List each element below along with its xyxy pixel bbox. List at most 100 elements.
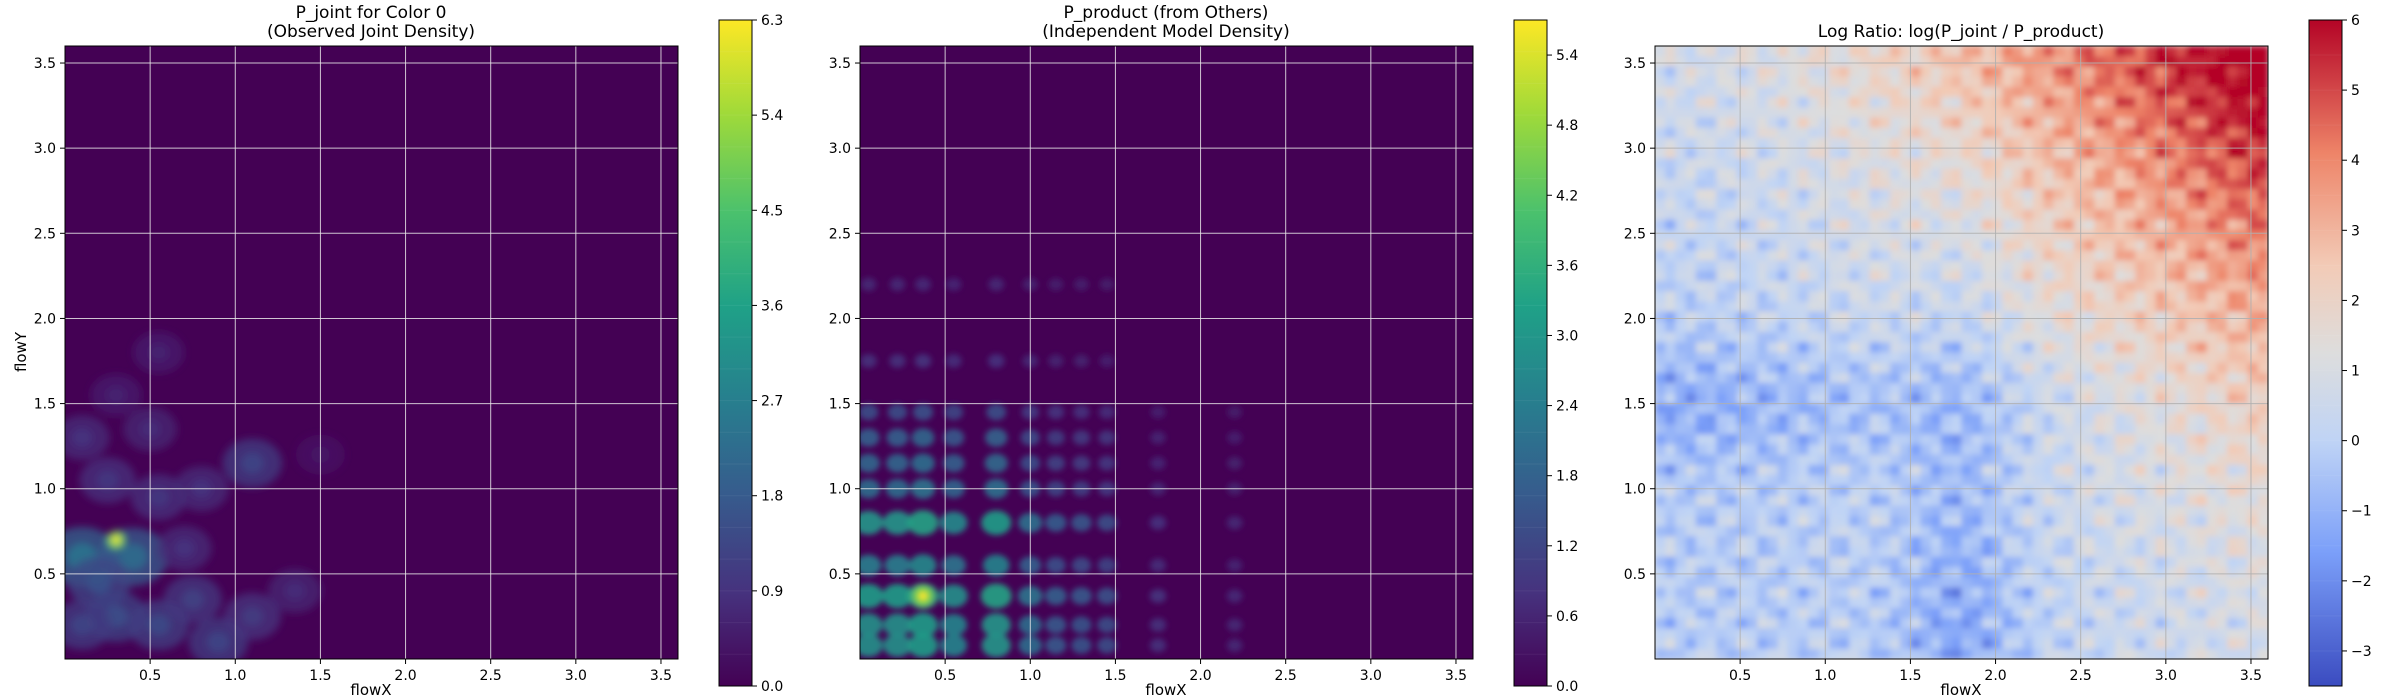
log-ratio-cell — [1951, 372, 1963, 384]
log-ratio-cell — [1695, 567, 1707, 578]
log-ratio-cell — [2114, 454, 2126, 466]
log-ratio-cell — [1992, 178, 2003, 190]
log-ratio-cell — [2084, 403, 2095, 415]
log-ratio-cell — [2165, 577, 2177, 589]
log-ratio-cell — [1992, 464, 2003, 476]
log-ratio-cell — [1981, 597, 1993, 609]
log-ratio-cell — [1665, 342, 1677, 354]
log-ratio-cell — [1838, 280, 1850, 292]
log-ratio-cell — [2155, 577, 2167, 589]
log-ratio-cell — [1787, 158, 1799, 170]
log-ratio-cell — [1655, 556, 1666, 568]
log-ratio-cell — [2247, 648, 2259, 659]
log-ratio-cell — [1808, 372, 1820, 384]
log-ratio-cell — [2084, 526, 2095, 537]
log-ratio-cell — [1849, 56, 1860, 68]
log-ratio-cell — [1655, 403, 1666, 415]
log-ratio-cell — [1808, 46, 1820, 57]
log-ratio-cell — [1787, 567, 1799, 578]
log-ratio-cell — [1859, 413, 1871, 425]
log-ratio-cell — [1767, 311, 1779, 323]
log-ratio-cell — [1695, 199, 1707, 211]
log-ratio-cell — [2002, 577, 2014, 589]
log-ratio-cell — [1869, 97, 1881, 108]
log-ratio-cell — [1726, 280, 1738, 292]
log-ratio-cell — [1992, 291, 2003, 303]
log-ratio-cell — [1695, 515, 1707, 527]
log-ratio-cell — [1951, 352, 1963, 364]
log-ratio-cell — [2155, 46, 2167, 57]
log-ratio-cell — [2257, 607, 2268, 619]
log-ratio-cell — [1828, 178, 1840, 190]
log-ratio-cell — [2227, 403, 2238, 415]
log-ratio-cell — [2206, 66, 2218, 78]
log-ratio-cell — [2043, 577, 2055, 589]
log-ratio-cell — [2043, 168, 2055, 180]
log-ratio-cell — [2012, 189, 2024, 200]
log-ratio-cell — [2022, 178, 2034, 190]
log-ratio-cell — [1798, 505, 1809, 517]
colorbar-frame — [1513, 19, 1548, 687]
log-ratio-cell — [2227, 485, 2238, 497]
log-ratio-cell — [1869, 638, 1881, 650]
log-ratio-cell — [1930, 148, 1942, 159]
log-ratio-cell — [2237, 454, 2249, 466]
log-ratio-cell — [2002, 66, 2014, 78]
log-ratio-cell — [2104, 454, 2116, 466]
log-ratio-cell — [1941, 209, 1952, 221]
log-ratio-cell — [1838, 515, 1850, 527]
log-ratio-cell — [2053, 117, 2065, 129]
log-ratio-cell — [2165, 515, 2177, 527]
log-ratio-cell — [1675, 536, 1687, 548]
log-ratio-cell — [1951, 393, 1963, 405]
log-ratio-cell — [1889, 485, 1901, 497]
log-ratio-cell — [2257, 505, 2268, 517]
log-ratio-cell — [1828, 618, 1840, 629]
log-ratio-cell — [2033, 597, 2044, 609]
log-ratio-cell — [1961, 607, 1973, 619]
log-ratio-cell — [1716, 148, 1728, 159]
log-ratio-cell — [2155, 475, 2167, 486]
log-ratio-cell — [2206, 383, 2218, 394]
log-ratio-cell — [1726, 46, 1738, 57]
log-ratio-cell — [1910, 383, 1922, 394]
log-ratio-cell — [2043, 107, 2055, 119]
log-ratio-cell — [1757, 618, 1768, 629]
log-ratio-cell — [1910, 362, 1922, 374]
log-ratio-cell — [1930, 577, 1942, 589]
log-ratio-cell — [2135, 536, 2146, 548]
log-ratio-cell — [2247, 127, 2259, 139]
log-ratio-cell — [2033, 577, 2044, 589]
log-ratio-cell — [2227, 158, 2238, 170]
log-ratio-cell — [1685, 362, 1697, 374]
log-ratio-cell — [2114, 66, 2126, 78]
log-ratio-cell — [2094, 86, 2106, 98]
log-ratio-cell — [1889, 393, 1901, 405]
log-ratio-cell — [1992, 280, 2003, 292]
log-ratio-cell — [2227, 107, 2238, 119]
log-ratio-cell — [1675, 618, 1687, 629]
log-ratio-cell — [2002, 342, 2014, 354]
log-ratio-cell — [1695, 607, 1707, 619]
log-ratio-cell — [1716, 158, 1728, 170]
log-ratio-cell — [2257, 280, 2268, 292]
log-ratio-cell — [1859, 137, 1871, 149]
log-ratio-cell — [2155, 515, 2167, 527]
log-ratio-cell — [2155, 311, 2167, 323]
log-ratio-cell — [1726, 424, 1738, 435]
log-ratio-cell — [1889, 618, 1901, 629]
log-ratio-cell — [1920, 413, 1932, 425]
log-ratio-cell — [1992, 321, 2003, 333]
log-ratio-cell — [1930, 587, 1942, 599]
log-ratio-cell — [2155, 291, 2167, 303]
log-ratio-cell — [2012, 495, 2024, 507]
log-ratio-cell — [2196, 158, 2208, 170]
log-ratio-cell — [2257, 638, 2268, 650]
log-ratio-cell — [2043, 219, 2055, 231]
log-ratio-cell — [1746, 189, 1758, 200]
y-tick-label: 2.0 — [34, 311, 56, 327]
log-ratio-cell — [2196, 454, 2208, 466]
log-ratio-cell — [2043, 178, 2055, 190]
log-ratio-cell — [2216, 607, 2228, 619]
log-ratio-cell — [1726, 515, 1738, 527]
